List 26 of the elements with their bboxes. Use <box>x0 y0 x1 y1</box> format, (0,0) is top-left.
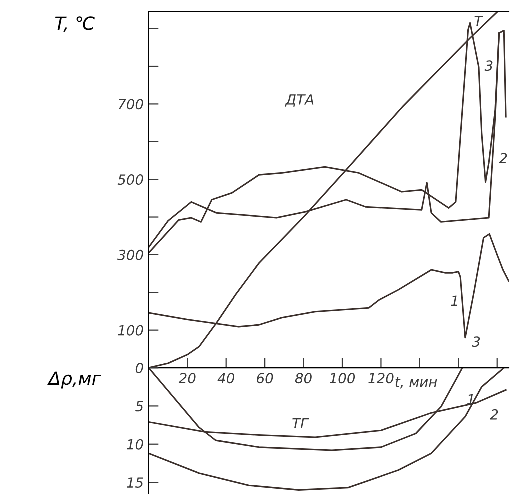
annotation: 2 <box>499 153 508 164</box>
x-tick-label: 100 <box>330 373 356 384</box>
x-tick-label: 20 <box>178 373 196 384</box>
y-axis-title: T, ℃ <box>55 16 95 32</box>
x-tick-label: 120 <box>368 373 394 384</box>
y-tick-label: 5 <box>136 401 144 412</box>
annotation: 1 <box>467 394 474 405</box>
x-tick-label: 40 <box>218 373 234 384</box>
y-axis-title: Δρ,мг <box>48 372 102 389</box>
x-tick-label: 60 <box>257 373 274 384</box>
y-tick-label: 15 <box>127 478 144 488</box>
y-tick-label: 0 <box>136 363 144 374</box>
annotation: ТГ <box>292 418 310 429</box>
annotation: 3 <box>472 336 480 348</box>
annotation: 1 <box>451 296 458 306</box>
annotation: ДТА <box>285 94 314 107</box>
annotation: 2 <box>490 409 498 420</box>
x-tick-label: 80 <box>295 373 312 384</box>
y-tick-label: 700 <box>118 99 144 110</box>
y-tick-label: 500 <box>118 174 144 186</box>
y-tick-label: 300 <box>118 250 144 260</box>
y-tick-label: 100 <box>118 325 144 336</box>
x-axis-title: t, мин <box>396 377 438 389</box>
annotation: T <box>474 16 484 26</box>
y-tick-label: 10 <box>127 439 144 450</box>
annotation: 3 <box>484 60 493 72</box>
